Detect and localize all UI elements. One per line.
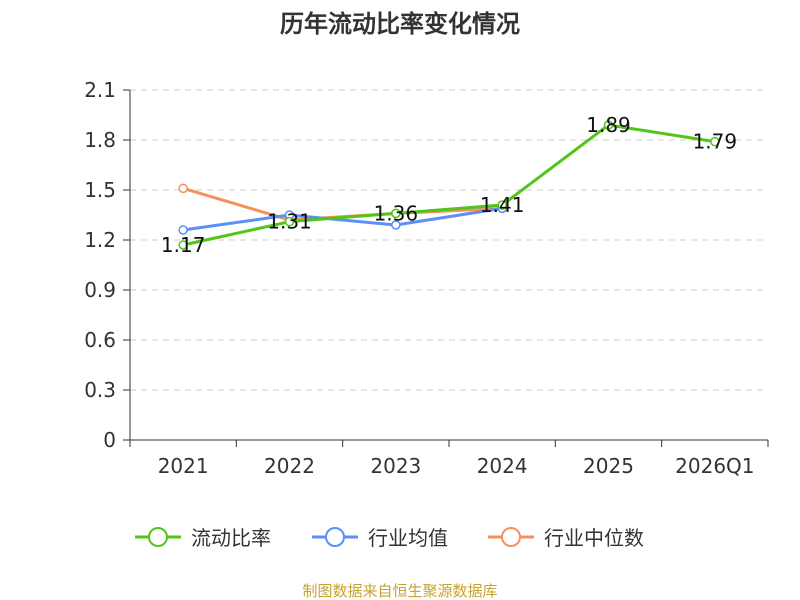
data-label: 1.89 — [586, 113, 631, 137]
y-tick-label: 1.8 — [84, 128, 116, 152]
legend-label: 行业均值 — [368, 526, 448, 550]
legend-marker — [501, 527, 521, 547]
data-point — [391, 208, 401, 219]
grid-lines — [130, 89, 768, 391]
x-tick-label: 2021 — [158, 454, 209, 478]
legend: 流动比率 行业均值 行业中位数 — [135, 526, 644, 550]
y-tick-label: 2.1 — [84, 78, 116, 102]
x-tick-label: 2025 — [583, 454, 634, 478]
data-label: 1.31 — [267, 210, 312, 234]
series-line — [182, 123, 716, 247]
x-tick-label: 2026Q1 — [675, 454, 754, 478]
data-label: 1.17 — [161, 233, 206, 257]
data-point — [284, 216, 295, 227]
data-point — [391, 220, 401, 230]
data-label: 1.36 — [374, 201, 419, 225]
chart-title: 历年流动比率变化情况 — [280, 10, 520, 38]
y-tick-label: 0 — [103, 428, 116, 452]
x-tick-label: 2024 — [477, 454, 528, 478]
data-labels: 1.17 1.31 1.36 1.41 1.89 1.79 — [161, 113, 737, 257]
axes: 0 0.3 0.6 0.9 1.2 1.5 1.8 2.1 2021 2022 2023 2024 20… — [84, 78, 769, 478]
x-tick-label: 2022 — [264, 454, 315, 478]
source-note: 制图数据来自恒生聚源数据库 — [302, 582, 497, 600]
data-point — [710, 136, 720, 147]
y-tick-label: 0.6 — [84, 328, 116, 352]
data-point — [497, 200, 507, 210]
series-layer — [178, 120, 720, 250]
y-tick-label: 1.2 — [84, 228, 116, 252]
legend-label: 行业中位数 — [544, 526, 644, 550]
data-point — [178, 225, 188, 235]
y-tick-label: 1.5 — [84, 178, 116, 202]
y-tick-label: 0.3 — [84, 378, 116, 402]
legend-marker — [325, 527, 345, 547]
data-label: 1.79 — [693, 130, 738, 154]
data-point — [178, 183, 188, 194]
legend-label: 流动比率 — [191, 526, 271, 550]
x-tick-label: 2023 — [370, 454, 421, 478]
series-line — [182, 206, 503, 232]
data-label: 1.41 — [480, 193, 525, 217]
y-tick-label: 0.9 — [84, 278, 116, 302]
data-point — [178, 240, 188, 250]
data-point — [603, 120, 614, 130]
legend-marker — [148, 527, 168, 547]
